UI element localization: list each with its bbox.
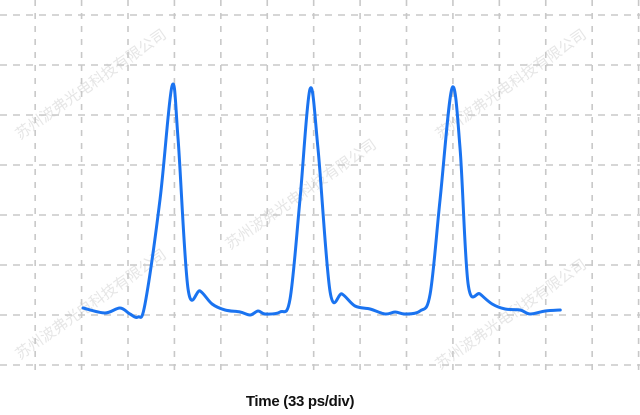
series-line (81, 82, 562, 319)
grid (0, 0, 640, 375)
x-axis-label: Time (33 ps/div) (245, 393, 355, 410)
watermark-text: 苏州波弗光电科技有限公司 (432, 25, 590, 143)
